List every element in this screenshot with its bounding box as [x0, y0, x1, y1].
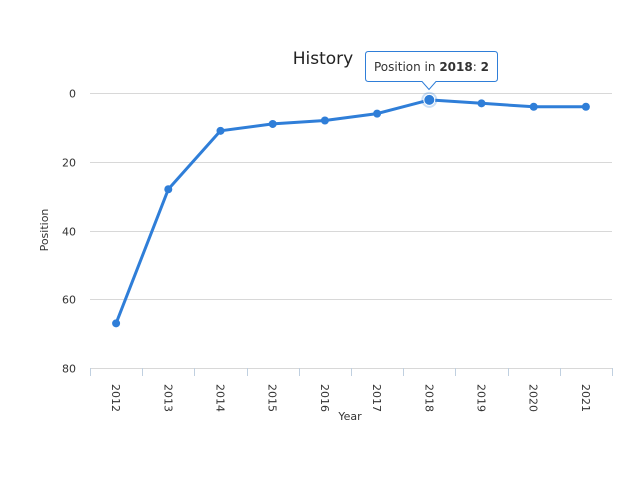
data-point-2016	[320, 116, 329, 125]
tooltip: Position in 2018: 2	[365, 51, 498, 91]
data-point-2019	[477, 99, 486, 108]
x-tick-label: 2019	[475, 384, 488, 412]
x-tick-label: 2012	[109, 384, 122, 412]
series-line-group	[112, 91, 590, 328]
y-tick-label: 0	[69, 88, 76, 101]
x-axis-label: Year	[337, 410, 362, 423]
x-tick-label: 2016	[318, 384, 331, 412]
x-tick-label: 2021	[579, 384, 592, 412]
data-point-2014	[216, 126, 225, 135]
y-tick-label: 40	[62, 226, 76, 239]
y-tick-label: 80	[62, 363, 76, 376]
tooltip-separator: :	[473, 60, 477, 74]
data-point-2021	[581, 102, 590, 111]
y-tick-label: 20	[62, 157, 76, 170]
data-point-2018	[423, 93, 436, 106]
data-point-2020	[529, 102, 538, 111]
x-tick-label: 2013	[161, 384, 174, 412]
y-axis-label: Position	[38, 209, 51, 252]
data-point-2015	[268, 119, 277, 128]
x-axis: 2012 2013 2014 2015 2016 2017 2018 2019 2020 2021	[90, 368, 613, 412]
tooltip-value: 2	[481, 60, 489, 74]
x-tick-label: 2017	[370, 384, 383, 412]
y-tick-label: 60	[62, 294, 76, 307]
series-line	[114, 98, 588, 325]
chart-title: History	[293, 49, 353, 69]
y-axis-ticks: 0 20 40 60 80	[62, 88, 76, 376]
x-tick-label: 2020	[527, 384, 540, 412]
tooltip-prefix: Position in	[374, 60, 435, 74]
tooltip-year: 2018	[439, 60, 472, 74]
grid-lines	[90, 93, 612, 369]
x-tick-label: 2015	[266, 384, 279, 412]
x-tick-label: 2014	[214, 384, 227, 412]
tooltip-text: Position in 2018: 2	[374, 60, 489, 74]
data-point-2012	[112, 319, 121, 328]
tooltip-box	[365, 51, 498, 91]
data-point-2017	[373, 109, 382, 118]
x-tick-label: 2018	[422, 384, 435, 412]
data-point-2013	[164, 185, 173, 194]
